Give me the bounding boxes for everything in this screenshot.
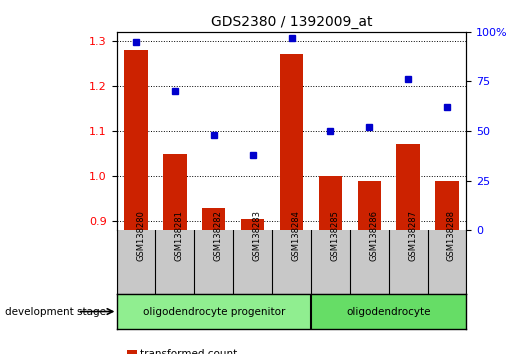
Bar bbox=[241, 219, 264, 230]
Bar bbox=[163, 154, 187, 230]
Text: GSM138283: GSM138283 bbox=[253, 210, 262, 261]
Bar bbox=[319, 176, 342, 230]
Bar bbox=[202, 207, 225, 230]
Text: transformed count: transformed count bbox=[140, 349, 237, 354]
Text: GSM138286: GSM138286 bbox=[369, 210, 378, 261]
Text: GSM138285: GSM138285 bbox=[330, 210, 339, 261]
Text: development stage: development stage bbox=[5, 307, 107, 316]
Bar bbox=[358, 181, 381, 230]
Text: GSM138280: GSM138280 bbox=[136, 210, 145, 261]
Text: oligodendrocyte: oligodendrocyte bbox=[347, 307, 431, 316]
Text: GSM138282: GSM138282 bbox=[214, 210, 223, 261]
Text: GSM138287: GSM138287 bbox=[408, 210, 417, 261]
Text: oligodendrocyte progenitor: oligodendrocyte progenitor bbox=[143, 307, 285, 316]
Text: GSM138288: GSM138288 bbox=[447, 210, 456, 261]
Bar bbox=[280, 55, 303, 230]
Text: GSM138281: GSM138281 bbox=[175, 210, 184, 261]
Title: GDS2380 / 1392009_at: GDS2380 / 1392009_at bbox=[211, 16, 372, 29]
Text: GSM138284: GSM138284 bbox=[292, 210, 301, 261]
Bar bbox=[396, 144, 420, 230]
Bar bbox=[435, 181, 458, 230]
Bar bbox=[311, 294, 466, 329]
Bar bbox=[125, 50, 148, 230]
